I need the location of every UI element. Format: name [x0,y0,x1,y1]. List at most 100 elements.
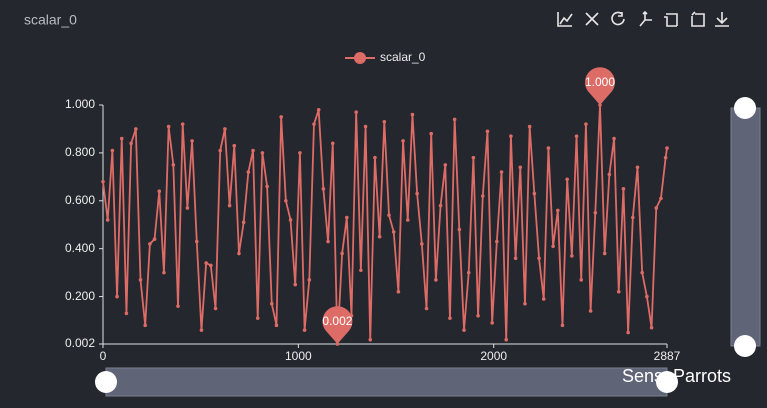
data-point [565,177,569,182]
data-point [345,215,349,220]
data-point [101,179,105,184]
data-point [457,227,462,232]
data-point [523,301,527,306]
data-point [279,115,283,119]
data-point [480,194,485,198]
data-point [471,155,476,160]
mark-label: 0.002 [322,314,352,328]
tool-zoom[interactable] [585,12,599,26]
data-point [434,278,438,282]
data-point [527,124,532,129]
data-point [593,210,598,215]
data-point [340,251,344,256]
data-point [663,155,668,160]
slider-handle[interactable] [734,97,756,119]
slider-handle[interactable] [95,371,117,393]
data-point [171,163,176,167]
data-point [180,122,185,126]
data-point [476,313,480,318]
data-point [405,218,410,222]
data-point [415,191,419,196]
mark-pin [322,306,353,344]
data-point [143,323,147,328]
data-point [199,328,204,332]
slider-handle[interactable] [656,371,678,393]
bottom-slider[interactable] [95,367,678,397]
data-point [227,203,232,208]
right-slider[interactable] [730,97,761,357]
y-tick-label: 0.200 [65,289,95,303]
data-point [504,337,509,342]
data-point [551,244,555,249]
data-point [232,143,237,148]
data-point [138,278,143,282]
data-point [532,191,537,196]
data-point [654,206,659,210]
data-point [377,234,382,239]
data-point [635,165,640,170]
data-point [129,141,133,146]
slider-track[interactable] [730,107,761,347]
y-tick-label: 0.600 [65,193,95,207]
data-point [110,148,115,153]
data-point [631,215,635,220]
data-point [218,148,223,153]
data-point [495,239,499,244]
data-point [649,325,654,330]
mark-label: 1.000 [585,75,615,89]
data-point [555,208,560,213]
tool-restore[interactable] [611,11,625,26]
data-point [621,187,626,191]
data-point [387,213,391,217]
data-point [513,256,518,261]
data-point [241,220,246,225]
data-point [307,278,312,282]
tool-keep[interactable] [691,11,705,27]
data-point [391,230,396,234]
data-point [274,323,279,328]
mark-pin [584,67,615,105]
toolbox[interactable] [557,10,729,27]
tool-line[interactable] [557,12,573,27]
data-point [541,297,546,301]
y-tick-label: 0.400 [65,241,95,255]
data-point [166,124,171,129]
data-point [602,251,607,256]
data-point [420,242,424,246]
data-point [626,330,630,335]
data-point [251,148,255,153]
data-point [462,328,466,332]
data-point [330,141,335,146]
slider-handle[interactable] [734,335,756,357]
tool-save[interactable] [715,12,729,27]
series-line [102,104,668,345]
data-point [260,151,265,155]
data-point [560,323,565,328]
data-point [448,316,452,320]
data-point [466,270,471,275]
data-point [616,289,621,294]
data-point [288,218,293,222]
data-point [190,139,194,143]
data-point [302,328,307,332]
data-point [185,206,190,210]
data-point [124,311,129,316]
data-point [162,270,166,275]
data-point [269,301,274,306]
data-point [316,107,321,112]
data-point [452,117,457,122]
chart-title: scalar_0 [24,12,77,28]
data-point [255,316,260,320]
data-point [213,306,218,311]
data-point [363,124,368,129]
data-point [119,136,124,141]
data-point [665,146,669,150]
data-point [518,165,523,170]
tool-rect[interactable] [664,13,678,27]
slider-track[interactable] [105,367,668,397]
data-point [134,127,138,131]
data-point [490,321,494,325]
data-point [429,131,434,136]
tool-brush[interactable] [639,10,652,27]
